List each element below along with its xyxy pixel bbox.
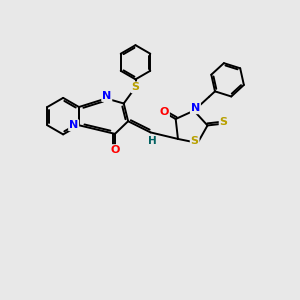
Text: O: O (160, 107, 169, 117)
Text: O: O (110, 145, 120, 155)
Text: H: H (148, 136, 156, 146)
Text: N: N (102, 91, 111, 101)
Text: N: N (69, 120, 78, 130)
Text: S: S (131, 82, 140, 92)
Text: S: S (191, 136, 199, 146)
Text: N: N (191, 103, 200, 113)
Text: S: S (220, 117, 228, 127)
